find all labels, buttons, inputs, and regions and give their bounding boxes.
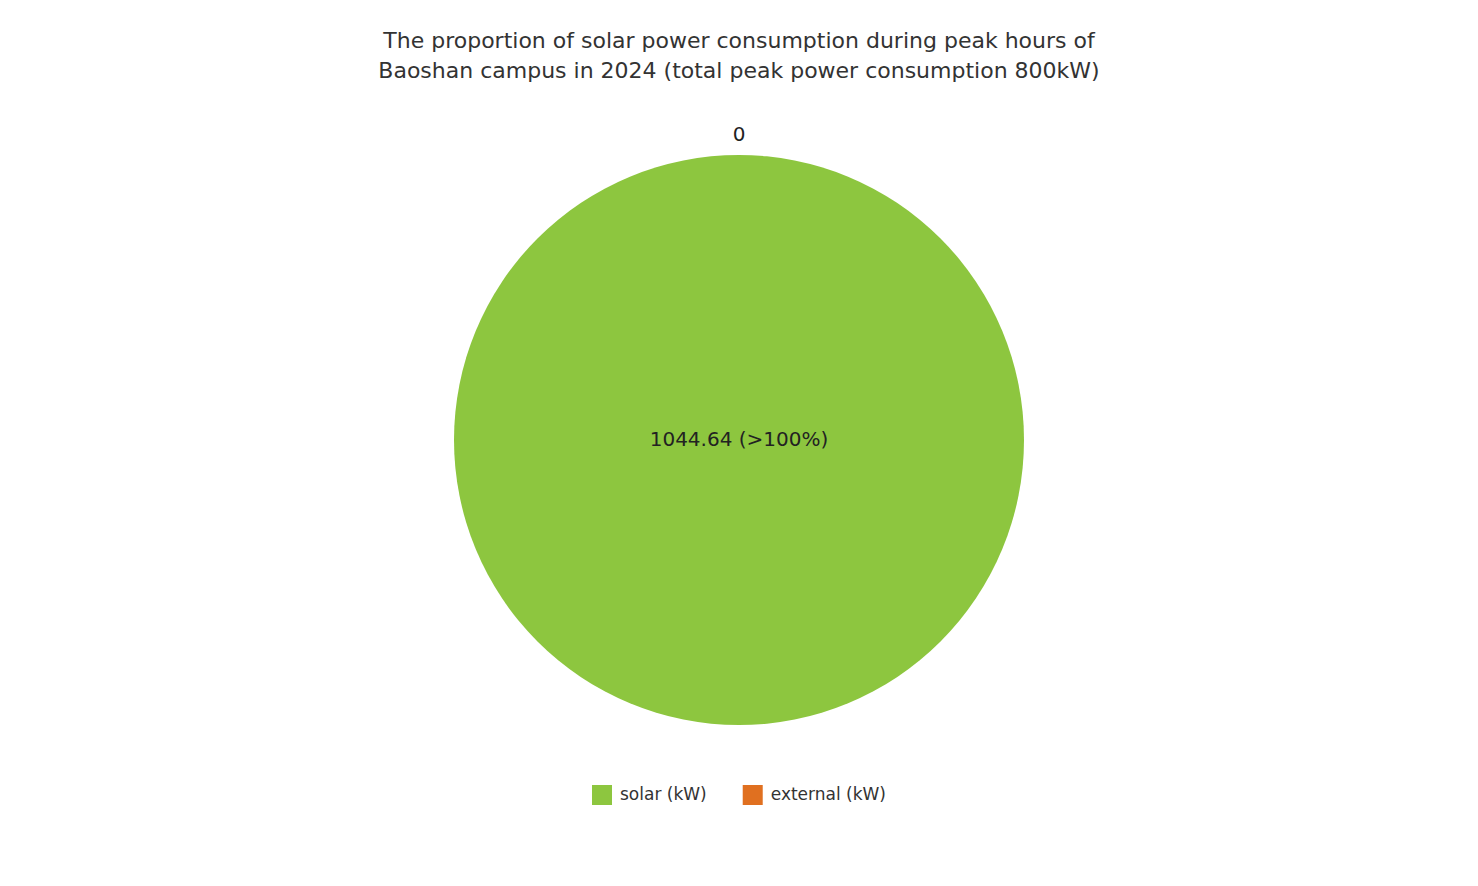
slices (454, 155, 1024, 725)
title: The proportion of solar power consumptio… (378, 28, 1099, 83)
chart-container: The proportion of solar power consumptio… (0, 0, 1478, 886)
pie-slice (454, 155, 1024, 725)
data-label: 0 (733, 122, 746, 146)
data-label: 1044.64 (>100%) (650, 427, 829, 451)
data-labels: 1044.64 (>100%) 0 (650, 122, 829, 451)
legend-swatch (592, 785, 612, 805)
chart: The proportion of solar power consumptio… (0, 0, 1478, 886)
legend-label: external (kW) (771, 784, 886, 804)
background (0, 0, 1478, 886)
legend: solar (kW) external (kW) (592, 784, 886, 805)
legend-swatch (743, 785, 763, 805)
legend-label: solar (kW) (620, 784, 707, 804)
